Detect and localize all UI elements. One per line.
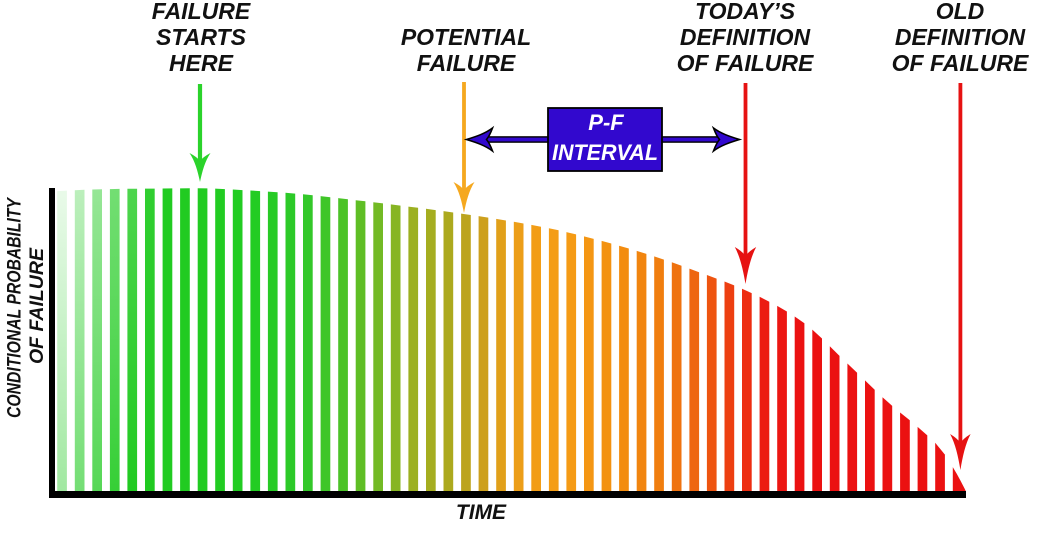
svg-text:P-F: P-F xyxy=(588,110,624,135)
svg-text:FAILURE: FAILURE xyxy=(417,50,516,76)
svg-text:OF FAILURE: OF FAILURE xyxy=(677,50,814,76)
svg-text:OLD: OLD xyxy=(936,0,985,24)
svg-text:DEFINITION: DEFINITION xyxy=(895,24,1026,50)
svg-text:INTERVAL: INTERVAL xyxy=(552,140,658,165)
svg-text:CONDITIONAL PROBABILITY: CONDITIONAL PROBABILITY xyxy=(5,196,26,418)
svg-text:TODAY’S: TODAY’S xyxy=(695,0,796,24)
svg-text:POTENTIAL: POTENTIAL xyxy=(401,24,531,50)
svg-text:DEFINITION: DEFINITION xyxy=(680,24,811,50)
svg-text:TIME: TIME xyxy=(456,501,507,524)
svg-text:OF FAILURE: OF FAILURE xyxy=(892,50,1029,76)
svg-text:OF FAILURE: OF FAILURE xyxy=(27,247,48,364)
svg-text:STARTS: STARTS xyxy=(156,24,247,50)
svg-text:HERE: HERE xyxy=(169,50,234,76)
svg-text:FAILURE: FAILURE xyxy=(152,0,251,24)
